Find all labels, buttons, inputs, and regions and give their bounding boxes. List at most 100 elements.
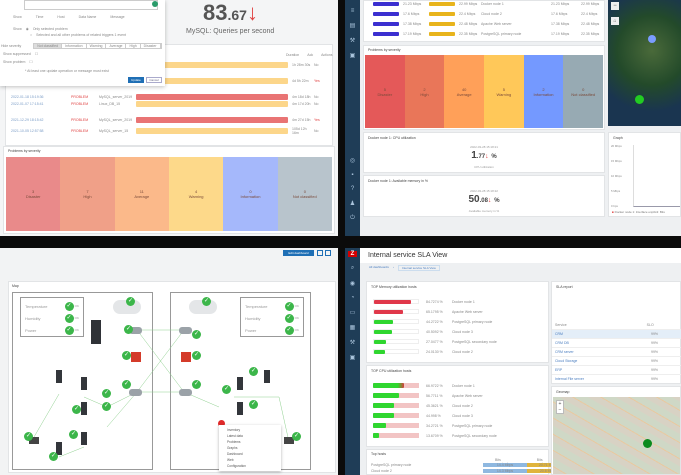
severity-tab[interactable]: High	[126, 44, 141, 48]
problem-row[interactable]: 2022-01-18 15:19:36 PROBLEM MySQL_server_2…	[11, 94, 331, 100]
severity-tab[interactable]: Disaster	[141, 44, 161, 48]
memory-row[interactable]: 40.5092 % Cloud node 3	[373, 329, 473, 334]
reports-icon[interactable]: ▦	[349, 325, 356, 331]
problem-bar[interactable]	[136, 78, 288, 84]
host-name[interactable]: Apache Web server	[452, 393, 483, 398]
network-row[interactable]: 17.19 Mbps 22.35 Mbps PostgreSQL primary n…	[373, 32, 599, 36]
severity-high[interactable]: 2 High	[404, 55, 445, 128]
cancel-button[interactable]: Cancel	[146, 77, 162, 83]
severity-tab[interactable]: Information	[62, 44, 87, 48]
cpu-row[interactable]: 45.3621 % Cloud node 2	[373, 403, 473, 408]
severity-not-classified[interactable]: 0 Not classified	[563, 55, 604, 128]
help-icon[interactable]: ?	[350, 186, 355, 192]
severity-warning[interactable]: 5 Warning	[484, 55, 524, 128]
problem-host[interactable]: MySQL_server_15	[99, 129, 129, 133]
support-icon[interactable]: ◎	[349, 158, 356, 164]
user-icon[interactable]: ♟	[349, 201, 356, 207]
logout-icon[interactable]: ⏻	[350, 215, 355, 221]
host-name[interactable]: PostgreSQL secondary node	[452, 433, 497, 438]
problem-ack[interactable]: Yes	[314, 79, 320, 83]
problem-ack[interactable]: No	[314, 129, 319, 133]
sla-row[interactable]: CRM server 99%	[552, 347, 681, 356]
problem-ack[interactable]: No	[314, 102, 319, 106]
menu-item[interactable]: Web	[227, 458, 234, 462]
severity-disaster[interactable]: 3 Disaster	[6, 157, 61, 231]
network-row[interactable]: 17.6 Mbps 22.4 Mbps Cloud node 2 17.6 Mbps 2…	[373, 12, 597, 16]
street-map[interactable]: + −	[553, 397, 680, 474]
cpu-row[interactable]: 34.2721 % PostgreSQL primary node	[373, 423, 492, 428]
service-link[interactable]: CRM DB	[555, 341, 569, 345]
breadcrumb-current[interactable]: Internal service SLA View	[397, 265, 440, 271]
problem-icon[interactable]	[218, 420, 225, 427]
graph-plot[interactable]	[633, 145, 680, 207]
dashboard-menu-button[interactable]	[317, 250, 323, 256]
problem-row[interactable]: 2021-10-05 12:57:58 PROBLEM MySQL_server_1…	[11, 127, 331, 135]
menu-item[interactable]: Problems	[227, 440, 241, 444]
memory-row[interactable]: 24.0130 % Cloud node 2	[373, 349, 473, 354]
menu-item[interactable]: Inventory	[227, 428, 241, 432]
problem-row[interactable]: 1h 28m 30s No	[11, 62, 331, 68]
severity-warning[interactable]: 4 Warning	[168, 157, 224, 231]
service-link[interactable]: Cloud Storage	[555, 359, 578, 363]
problem-time[interactable]: 2021-12-29 18:15:42	[11, 118, 44, 122]
host-name[interactable]: Docker node 1	[481, 2, 504, 6]
menu-item[interactable]: Graphs	[227, 446, 238, 450]
severity-tab[interactable]: Average	[106, 44, 127, 48]
fullscreen-button[interactable]	[325, 250, 331, 256]
update-button[interactable]: Update	[128, 77, 144, 83]
problem-time[interactable]: 2022-01-07 17:15:41	[11, 102, 44, 106]
map-marker[interactable]	[648, 35, 656, 43]
admin-icon[interactable]: ▣	[349, 355, 356, 361]
reports-icon[interactable]: ▤	[349, 23, 356, 29]
message-textarea[interactable]	[24, 0, 158, 10]
problem-ack[interactable]: Yes	[314, 118, 320, 122]
wrench-icon[interactable]: ⚒	[349, 340, 356, 346]
inventory-icon[interactable]: ▭	[349, 310, 356, 316]
map-marker[interactable]	[643, 439, 652, 448]
problem-row[interactable]: 4d 5h 22m Yes	[11, 78, 331, 84]
host-name[interactable]: PostgreSQL primary node	[452, 319, 493, 324]
problem-bar[interactable]	[136, 62, 288, 68]
menu-item[interactable]: Dashboard	[227, 452, 243, 456]
cpu-row[interactable]: 66.9722 % Docker node 1	[373, 383, 475, 388]
map-marker[interactable]	[635, 95, 644, 104]
problem-host[interactable]: MySQL_server_2019	[99, 95, 133, 99]
share-icon[interactable]: ▪	[351, 172, 354, 178]
problem-host[interactable]: Linux_DB_15	[99, 102, 121, 106]
admin-icon[interactable]: ▣	[349, 53, 356, 59]
problem-bar[interactable]	[136, 101, 288, 107]
network-row[interactable]: 17.38 Mbps 22.48 Mbps Apache Web server 17.…	[373, 22, 599, 26]
problem-bar[interactable]	[136, 94, 288, 100]
severity-tab[interactable]: Not classified	[34, 44, 63, 48]
host-name[interactable]: Apache Web server	[481, 22, 512, 26]
host-name[interactable]: PostgreSQL primary node	[452, 423, 493, 428]
severity-not-classified[interactable]: 0 Not classified	[277, 157, 332, 231]
host-name[interactable]: Cloud node 3	[452, 329, 473, 334]
severity-average[interactable]: 11 Average	[114, 157, 169, 231]
host-name[interactable]: Docker node 1	[452, 383, 475, 388]
radio-selected[interactable]: ◉	[25, 27, 29, 31]
cpu-row[interactable]: 44.998 % Cloud node 3	[373, 413, 473, 418]
service-link[interactable]: ERP	[555, 368, 563, 372]
service-link[interactable]: Internal File server	[555, 377, 584, 381]
problem-row[interactable]: 2022-01-07 17:15:41 PROBLEM Linux_DB_15 4m …	[11, 101, 331, 107]
breadcrumb-all[interactable]: All dashboards	[369, 265, 389, 269]
sla-row[interactable]: Cloud Storage 99%	[552, 356, 681, 365]
world-map[interactable]: − ⌂	[608, 0, 681, 126]
problem-bar[interactable]	[136, 128, 288, 134]
host-name[interactable]: Cloud node 2	[452, 403, 473, 408]
host-name[interactable]: Cloud node 2	[452, 349, 473, 354]
top-host-row[interactable]: Cloud node 2 14.3 Mbps 20.6 Mbps	[371, 469, 569, 473]
sla-row[interactable]: ERP 99%	[552, 365, 681, 374]
service-link[interactable]: CRM server	[555, 350, 574, 354]
memory-row[interactable]: 27.0477 % PostgreSQL secondary node	[373, 339, 497, 344]
menu-item[interactable]: Latest data	[227, 434, 243, 438]
severity-average[interactable]: 40 Average	[444, 55, 485, 128]
zoom-controls[interactable]: + −	[556, 400, 564, 414]
top-host-row[interactable]: PostgreSQL primary node 14.4 Mbps 20.71 Mb…	[371, 463, 569, 467]
sla-row[interactable]: CRM 99%	[552, 329, 681, 338]
memory-row[interactable]: 44.2722 % PostgreSQL primary node	[373, 319, 492, 324]
menu-item[interactable]: Configuration	[227, 464, 246, 468]
suppress-checkbox[interactable]: ☐	[34, 52, 38, 56]
severity-information[interactable]: 0 Information	[223, 157, 278, 231]
